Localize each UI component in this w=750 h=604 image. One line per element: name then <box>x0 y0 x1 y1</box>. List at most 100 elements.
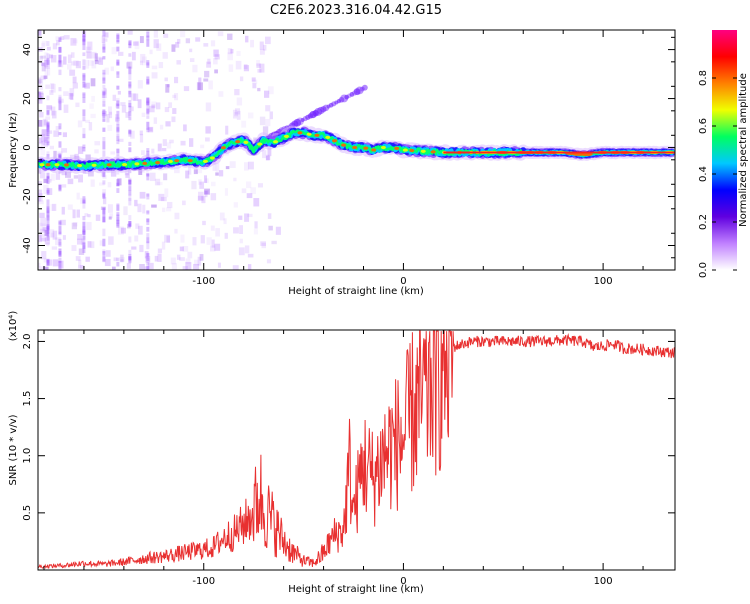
spectrogram-noise-cell <box>174 228 178 234</box>
spectrogram-noise-cell <box>46 105 53 110</box>
spectrogram-noise-cell <box>244 162 249 171</box>
spectrogram-streak-cell <box>102 56 106 60</box>
spectrogram-streak-cell <box>102 90 106 96</box>
spectrogram-noise-cell <box>133 93 139 102</box>
spectrogram-streak-cell <box>146 62 150 66</box>
spectrogram-streak-cell <box>146 128 150 133</box>
spectrogram-noise-cell <box>109 213 114 219</box>
spectrogram-noise-cell <box>215 163 220 172</box>
spectrogram-noise-cell <box>210 193 217 201</box>
spectrogram-streak-cell <box>58 238 62 247</box>
spectrogram-streak-cell <box>82 43 86 51</box>
spectrogram-streak-cell <box>102 77 106 84</box>
spectrogram-noise-cell <box>145 171 150 176</box>
spectrogram-noise-cell <box>259 41 264 50</box>
spectrogram-noise-cell <box>94 141 101 146</box>
spectrogram-noise-cell <box>38 262 41 268</box>
spectrogram-noise-cell <box>206 237 212 245</box>
spectrogram-streak-cell <box>128 66 132 75</box>
spectrogram-noise-cell <box>40 75 46 81</box>
spectrogram-noise-cell <box>108 236 114 245</box>
spectrogram-noise-cell <box>161 241 166 250</box>
spectrogram-noise-cell <box>50 55 57 63</box>
spectrogram-noise-cell <box>250 187 256 195</box>
spectrogram-noise-cell <box>139 36 144 44</box>
spectrogram-noise-cell <box>104 259 111 267</box>
spectrogram-hotspot <box>134 162 140 166</box>
spectrogram-noise-cell <box>73 222 78 227</box>
spectrogram-streak-cell <box>46 259 50 266</box>
spectrogram-streak-cell <box>128 253 132 262</box>
spectrogram-frame <box>37 29 676 271</box>
spectrogram-noise-cell <box>39 172 46 179</box>
colorbar-label: Normalized spectral amplitude <box>738 73 749 227</box>
spectrogram-noise-cell <box>99 240 104 246</box>
spectrogram-streak-cell <box>146 81 150 85</box>
spectrogram-noise-cell <box>196 82 201 90</box>
spectrogram-noise-cell <box>63 35 70 40</box>
spectrogram-noise-cell <box>259 63 265 73</box>
spectrogram-hotspot <box>394 146 400 150</box>
spectrogram-noise-cell <box>165 84 170 93</box>
spectrogram-noise-cell <box>86 51 92 59</box>
spectrogram-noise-cell <box>99 182 105 186</box>
spectrogram-noise-cell <box>252 79 258 84</box>
spectrogram-noise-cell <box>232 265 239 270</box>
spectrogram-noise-cell <box>168 102 173 108</box>
spectrogram-streak-cell <box>82 59 86 65</box>
spectrogram-noise-cell <box>218 91 224 97</box>
spectrogram-noise-cell <box>82 84 87 88</box>
spectrogram-streak-cell <box>46 206 50 214</box>
spectrogram-noise-cell <box>264 36 271 45</box>
spectrogram-noise-cell <box>115 103 120 108</box>
spectrogram-noise-cell <box>179 257 185 261</box>
spectrogram-hotspot <box>209 156 215 160</box>
spectrogram-hotspot <box>220 146 226 150</box>
spectrogram-streak-cell <box>102 228 106 237</box>
spectrogram-hotspot <box>39 163 45 167</box>
spectrogram-noise-cell <box>38 137 43 144</box>
spectrogram-noise-cell <box>111 47 117 55</box>
spectrogram-streak-cell <box>116 85 120 90</box>
spectrogram-hotspot <box>283 134 289 138</box>
spectrogram-streak-cell <box>58 96 62 101</box>
spectrogram-noise-cell <box>154 255 159 262</box>
spectrogram-noise-cell <box>94 53 98 62</box>
spectrogram-noise-cell <box>68 92 74 100</box>
spectrogram-noise-cell <box>116 97 120 106</box>
spectrogram-hotspot <box>580 152 593 157</box>
colorbar-tick-label: 0.8 <box>698 70 709 86</box>
spectrogram-streak-cell <box>58 60 62 64</box>
spectrogram-noise-cell <box>76 238 83 245</box>
spectrogram-noise-cell <box>113 257 118 262</box>
spectrogram-panel: -100 0 100 -40 -20 0 20 40 Height of straight l… <box>8 29 676 297</box>
spectrogram-streak-cell <box>82 199 86 204</box>
spectrogram-streak-cell <box>82 52 86 57</box>
spectrogram-branch-cell <box>355 86 364 95</box>
spectrogram-noise-cell <box>253 229 258 235</box>
spectrogram-branch-cell <box>338 96 345 103</box>
spectrogram-streak-cell <box>82 38 86 46</box>
spectrogram-streak-cell <box>116 136 120 141</box>
spectrogram-streak-cell <box>128 40 132 45</box>
spectrogram-noise-cell <box>183 86 190 92</box>
snr-series-line <box>38 330 675 569</box>
spectrogram-noise-cell <box>44 66 49 76</box>
spectrogram-streak-cell <box>58 100 62 105</box>
spectrogram-streak-cell <box>128 90 132 95</box>
spectrogram-noise-cell <box>198 77 202 83</box>
spectrogram-streak-cell <box>46 187 50 195</box>
spectrogram-streak-cell <box>128 221 132 227</box>
spectrogram-noise-cell <box>110 66 114 72</box>
spectrogram-streak-cell <box>102 249 106 254</box>
spectrogram-noise-cell <box>201 196 206 204</box>
spectrogram-noise-cell <box>247 161 254 170</box>
spectrogram-noise-cell <box>265 154 270 161</box>
spectrogram-noise-cell <box>70 37 77 46</box>
spectrogram-noise-cell <box>41 129 47 138</box>
snr-xtick-label: 0 <box>400 576 406 587</box>
spectrogram-noise-cell <box>239 238 243 244</box>
spectrogram-noise-cell <box>193 263 200 270</box>
spectrogram-streak-cell <box>46 110 50 115</box>
spectrogram-streak-cell <box>128 256 132 261</box>
